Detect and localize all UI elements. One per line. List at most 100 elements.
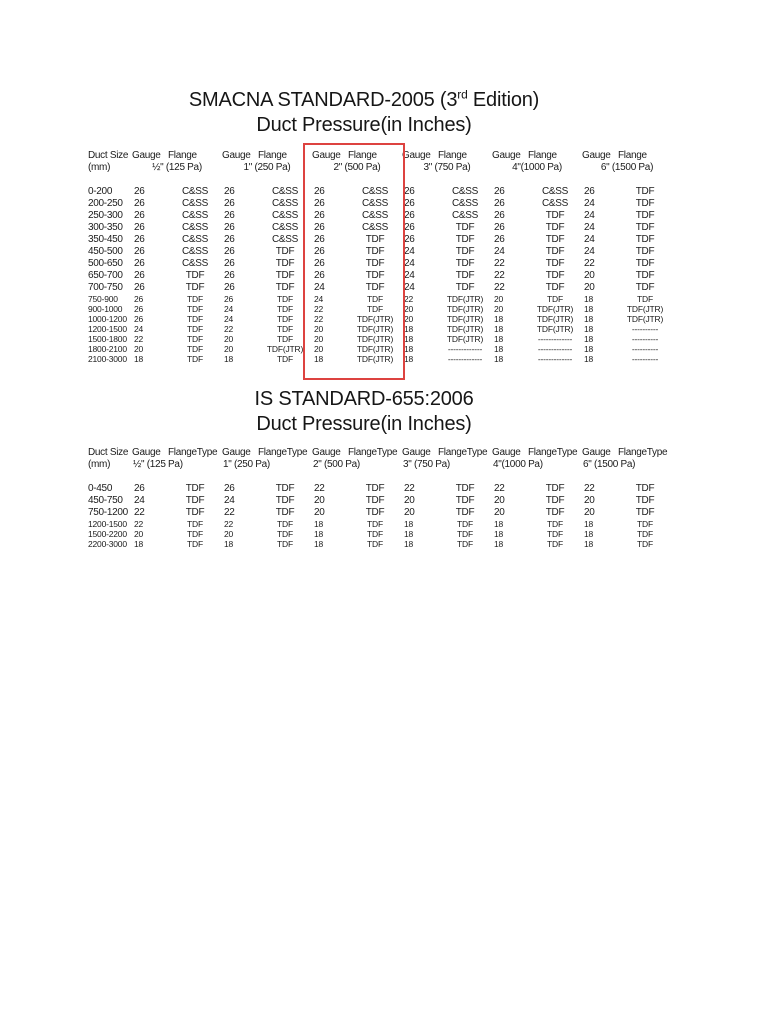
gauge-cell: 20 [584,270,595,281]
flange-cell: TDF [185,495,205,506]
flange-cell: TDF [277,519,293,529]
pressure-header: 4"(1000 Pa) [512,162,562,173]
gauge-cell: 22 [134,519,144,529]
gauge-cell: 24 [584,210,595,221]
flange-cell: TDF [545,495,565,506]
flange-cell: TDF [187,519,203,529]
gauge-cell: 26 [494,186,505,197]
gauge-cell: 26 [134,234,145,245]
smacna-title-suffix: Edition) [467,89,540,111]
table-row: 1500-1800 22 TDF 20 TDF 20 TDF(JTR) 18 TDF(JTR) 1… [88,334,672,344]
flange-cell: ------------- [537,334,573,344]
flange-cell: TDF [187,529,203,539]
flange-cell: TDF [185,282,205,293]
flange-cell: ---------- [631,334,659,344]
pressure-header: 3" (750 Pa) [423,162,471,173]
flange-cell: TDF [365,282,385,293]
flange-cell: C&SS [181,222,209,233]
gauge-cell: 18 [494,529,504,539]
gauge-cell: 26 [134,186,145,197]
gauge-cell: 18 [494,314,504,324]
gauge-cell: 18 [404,324,414,334]
gauge-cell: 20 [404,314,414,324]
flange-type-header: FlangeType [438,447,488,458]
gauge-cell: 26 [134,314,144,324]
flange-cell: TDF [635,258,655,269]
gauge-cell: 24 [584,246,595,257]
gauge-cell: 20 [134,344,144,354]
smacna-title-block: SMACNA STANDARD-2005 (3rd Edition) Duct … [0,88,728,138]
gauge-cell: 22 [494,258,505,269]
table-row: 700-750 26 TDF 26 TDF 24 TDF 24 TDF 22 TDF 20 TDF [88,282,672,294]
duct-size-header: Duct Size [88,447,129,458]
table-row: 450-750 24 TDF 24 TDF 20 TDF 20 TDF 20 TDF 20 TDF [88,495,672,507]
gauge-cell: 20 [224,344,234,354]
flange-cell: TDF [277,334,293,344]
is-table: Duct Size Gauge FlangeType Gauge FlangeT… [88,447,672,549]
gauge-cell: 20 [314,344,324,354]
gauge-cell: 26 [404,198,415,209]
flange-cell: TDF [365,507,385,518]
duct-size-cell: 2100-3000 [88,354,127,364]
gauge-cell: 22 [404,483,415,494]
gauge-cell: 22 [584,258,595,269]
gauge-header: Gauge [402,150,431,161]
table-row: 0-200 26 C&SS 26 C&SS 26 C&SS 26 C&SS 26 C&SS 26 TDF [88,186,672,198]
gauge-cell: 18 [404,529,414,539]
flange-cell: TDF [277,539,293,549]
flange-cell: TDF [367,304,383,314]
gauge-cell: 18 [404,519,414,529]
gauge-header: Gauge [492,447,521,458]
duct-size-cell: 1000-1200 [88,314,127,324]
duct-size-cell: 1500-1800 [88,334,127,344]
gauge-cell: 18 [494,334,504,344]
table-row: 500-650 26 C&SS 26 TDF 26 TDF 24 TDF 22 TDF 22 TDF [88,258,672,270]
table-row: 1000-1200 26 TDF 24 TDF 22 TDF(JTR) 20 TDF(JTR) 1… [88,314,672,324]
gauge-cell: 18 [584,539,594,549]
table-row: 1200-1500 24 TDF 22 TDF 20 TDF(JTR) 18 TDF(JTR) 1… [88,324,672,334]
flange-cell: TDF [545,246,565,257]
table-row: 0-450 26 TDF 26 TDF 22 TDF 22 TDF 22 TDF 22 TDF [88,483,672,495]
table-row: 1200-1500 22 TDF 22 TDF 18 TDF 18 TDF 18 TDF 18 TDF [88,519,672,529]
flange-cell: TDF(JTR) [356,344,394,354]
flange-cell: TDF [635,507,655,518]
gauge-cell: 24 [404,258,415,269]
gauge-cell: 22 [314,304,324,314]
flange-cell: TDF [635,210,655,221]
pressure-header: 6" (1500 Pa) [600,162,654,173]
gauge-cell: 20 [314,507,325,518]
gauge-cell: 26 [134,210,145,221]
table-row: 750-1200 22 TDF 22 TDF 20 TDF 20 TDF 20 TDF 20 TDF [88,507,672,519]
flange-cell: TDF [277,529,293,539]
gauge-cell: 24 [404,270,415,281]
flange-cell: TDF [455,282,475,293]
gauge-cell: 18 [494,539,504,549]
smacna-title-superscript: rd [457,87,468,102]
flange-header: Flange [618,150,647,161]
gauge-header: Gauge [312,150,341,161]
flange-cell: TDF [455,234,475,245]
flange-cell: TDF [545,210,565,221]
gauge-cell: 18 [404,539,414,549]
flange-cell: C&SS [451,210,479,221]
flange-cell: TDF [187,539,203,549]
flange-type-header: FlangeType [168,447,218,458]
flange-cell: TDF [275,483,295,494]
gauge-cell: 18 [134,539,144,549]
flange-cell: TDF [637,529,653,539]
flange-cell: TDF [185,270,205,281]
gauge-cell: 22 [404,294,414,304]
table-row: 650-700 26 TDF 26 TDF 26 TDF 24 TDF 22 TDF 20 TDF [88,270,672,282]
gauge-cell: 22 [134,507,145,518]
flange-cell: TDF [367,529,383,539]
smacna-title-text: SMACNA STANDARD-2005 (3 [188,89,458,111]
flange-cell: TDF [545,222,565,233]
gauge-cell: 26 [314,222,325,233]
flange-cell: TDF [277,324,293,334]
flange-cell: TDF [275,258,295,269]
flange-cell: TDF [547,529,563,539]
flange-cell: TDF [637,519,653,529]
duct-size-cell: 0-450 [88,483,113,494]
gauge-cell: 26 [314,270,325,281]
